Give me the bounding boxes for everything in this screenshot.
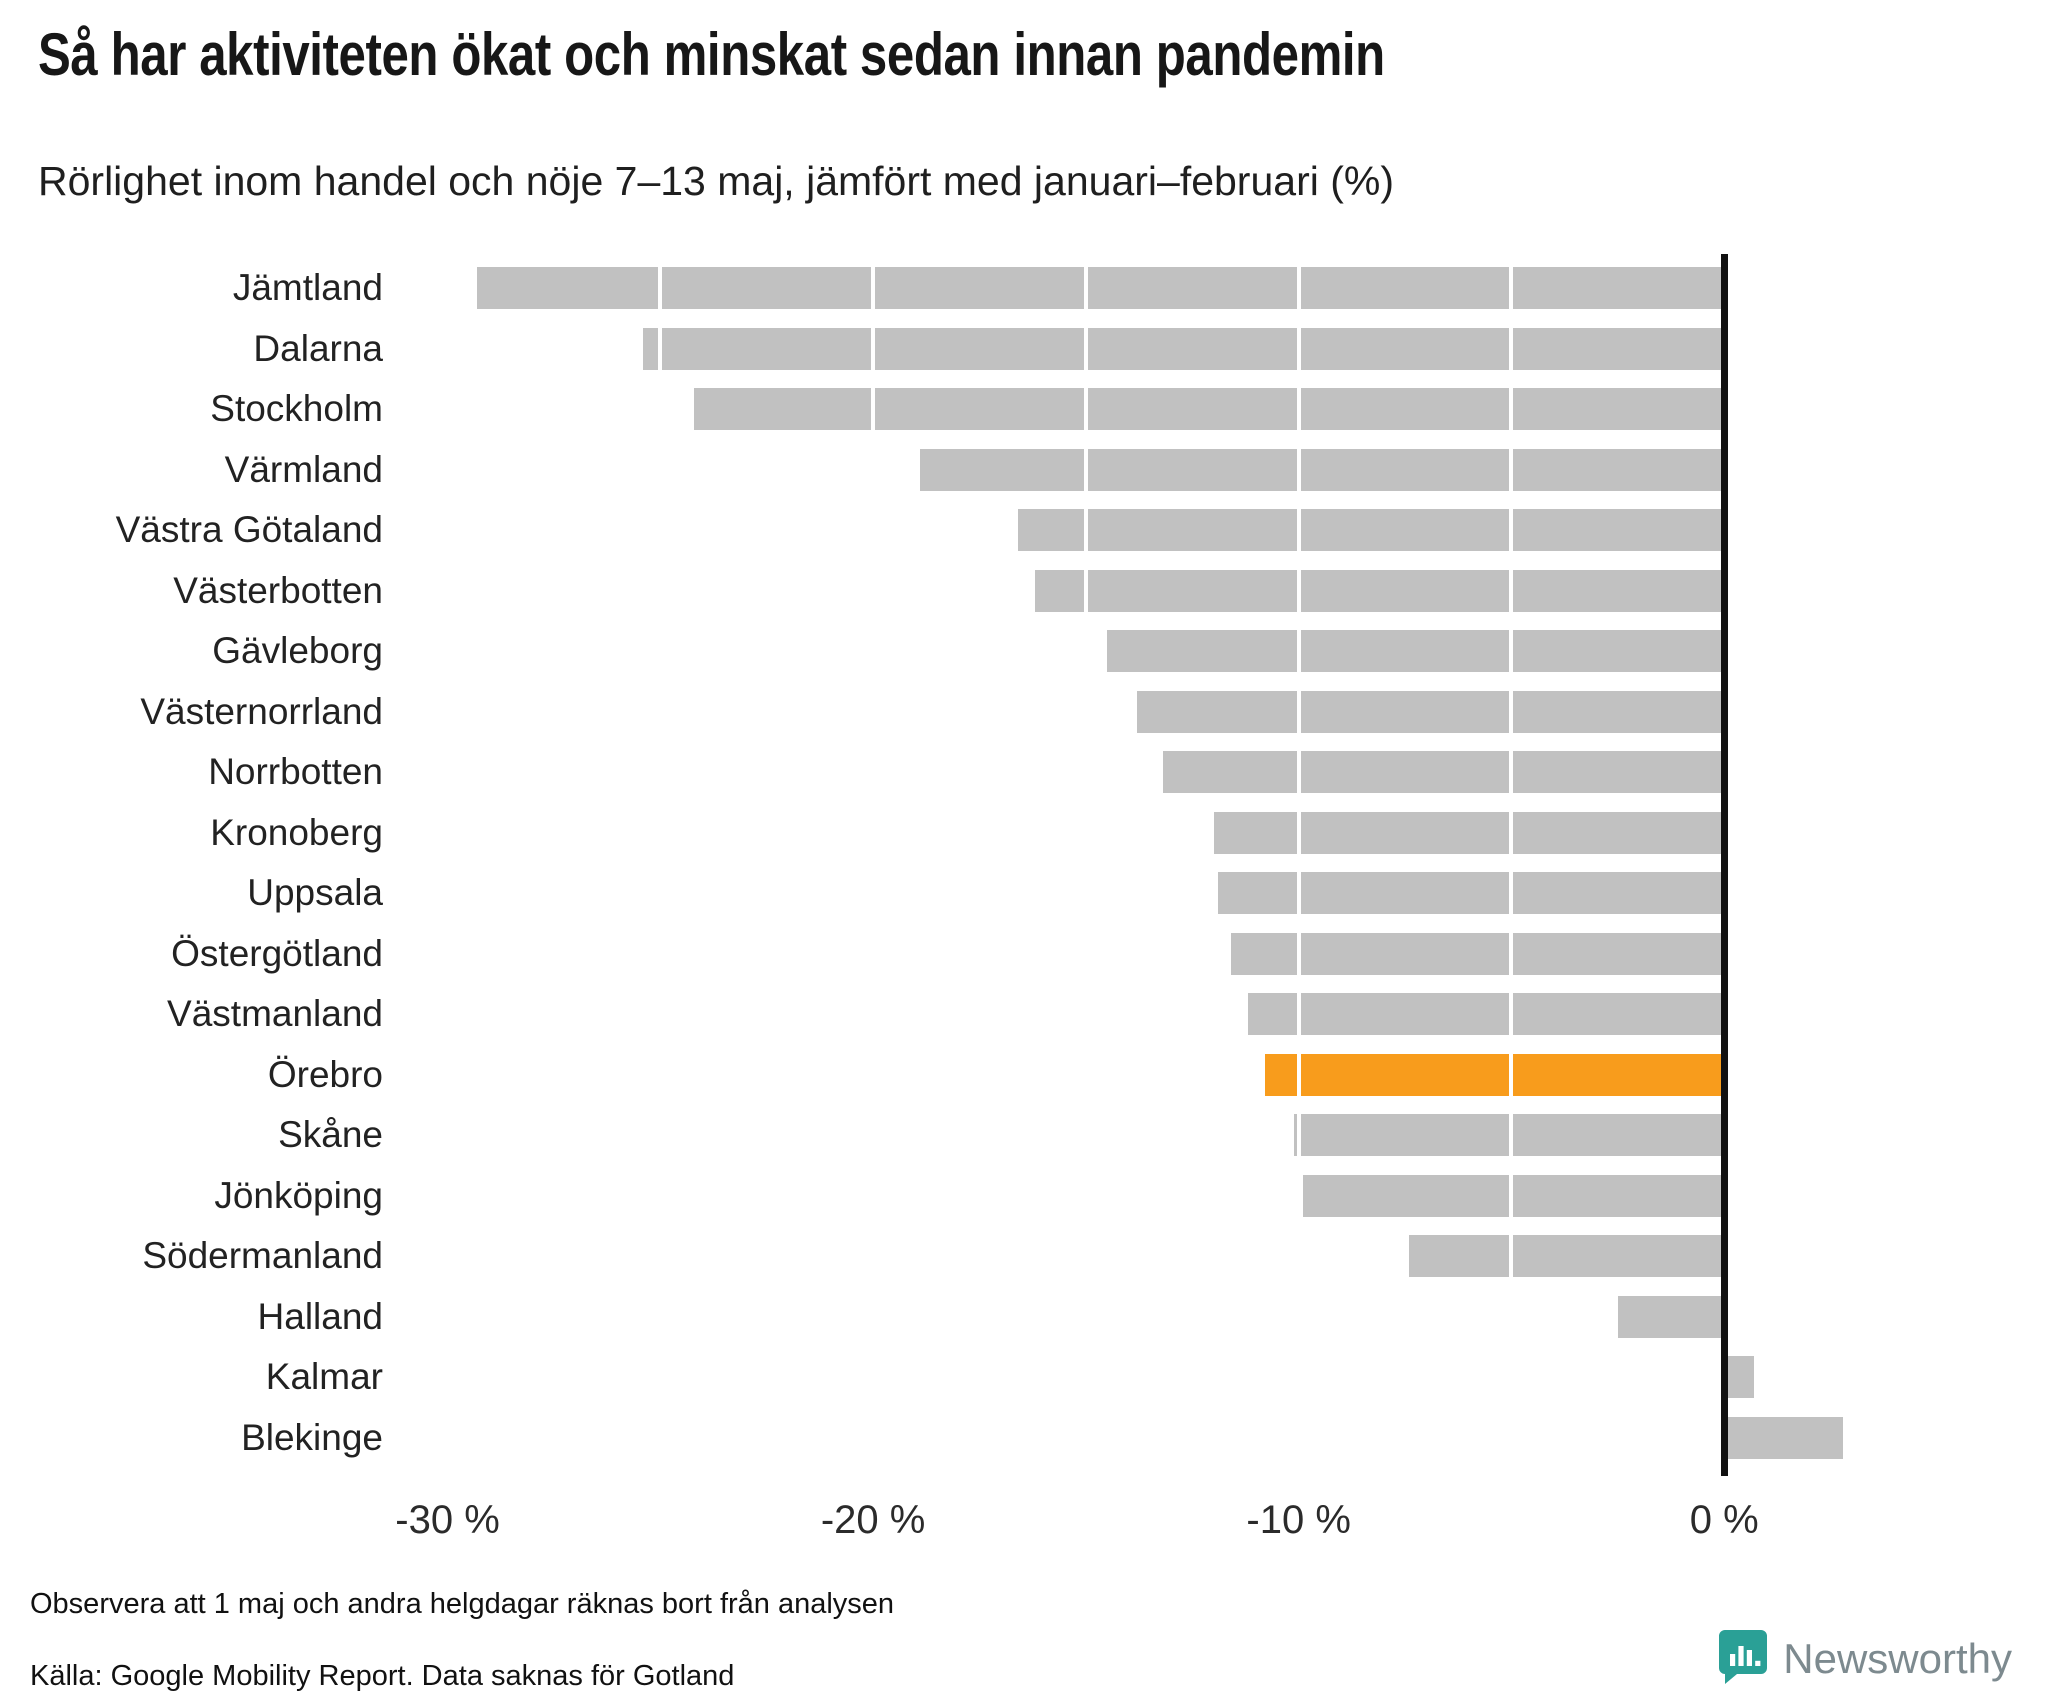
chart-rows: Jämtland Dalarna Stockholm Värmland Västra G… [0,258,1920,1468]
chart-row: Västmanland [0,984,1920,1045]
bar [1230,932,1725,975]
bar [1617,1295,1725,1338]
chart-row: Östergötland [0,924,1920,985]
bar [1217,872,1725,914]
chart-row: Jönköping [0,1166,1920,1227]
chart-row: Blekinge [0,1408,1920,1469]
chart-title: Så har aktiviteten ökat och minskat seda… [38,21,1385,88]
category-label: Västmanland [167,993,383,1035]
bar-track [405,742,1920,803]
bar [477,267,1725,309]
x-axis-ticks: -30 % -20 % -10 % 0 % [395,1490,1920,1550]
bar-track [405,1408,1920,1469]
source-note: Källa: Google Mobility Report. Data sakn… [30,1660,735,1692]
bar [1724,1416,1844,1459]
chart-subtitle: Rörlighet inom handel och nöje 7–13 maj,… [38,158,1394,204]
bar-track [405,1347,1920,1408]
chart-row: Västra Götaland [0,500,1920,561]
bar-track [405,561,1920,622]
bar [694,388,1725,430]
category-label: Uppsala [247,872,383,914]
category-label: Stockholm [210,388,383,430]
bar-track [405,1105,1920,1166]
chart-row: Västernorrland [0,682,1920,743]
x-tick-label: 0 % [1689,1498,1759,1542]
category-label: Västernorrland [140,690,383,732]
chart-row: Skåne [0,1105,1920,1166]
category-label: Halland [257,1295,383,1337]
bar-track [405,1287,1920,1348]
chart-row: Dalarna [0,319,1920,380]
bar [1213,811,1725,854]
bar [1034,569,1725,612]
bar-track [405,924,1920,985]
category-label: Örebro [267,1053,383,1095]
newsworthy-branding: Newsworthy [1717,1628,2012,1689]
chart-row: Värmland [0,440,1920,501]
bar-track [405,500,1920,561]
bar-track [405,440,1920,501]
category-label: Kronoberg [210,811,383,853]
category-label: Östergötland [171,932,383,974]
bar [1162,751,1725,793]
bar-highlighted [1264,1053,1725,1096]
chart-row: Norrbotten [0,742,1920,803]
footnote: Observera att 1 maj och andra helgdagar … [30,1588,895,1620]
bar [1294,1114,1725,1156]
bar-track [405,1226,1920,1287]
chart-row: Gävleborg [0,621,1920,682]
bar-track [405,682,1920,743]
category-label: Södermanland [142,1235,383,1277]
category-label: Blekinge [241,1416,383,1458]
chart-row: Kalmar [0,1347,1920,1408]
category-label: Gävleborg [212,630,383,672]
bar [643,327,1725,370]
bar-track [405,984,1920,1045]
newsworthy-bar-chart-icon [1717,1628,1769,1689]
chart-row: Uppsala [0,863,1920,924]
category-label: Norrbotten [208,751,383,793]
bar [1409,1235,1725,1277]
chart-row: Södermanland [0,1226,1920,1287]
bar [1107,630,1725,672]
bar [1136,690,1725,733]
bar-chart: Jämtland Dalarna Stockholm Värmland Västra G… [0,254,1920,1568]
category-label: Kalmar [265,1356,383,1398]
bar [1247,993,1725,1035]
category-label: Västra Götaland [115,509,383,551]
bar [1724,1356,1755,1398]
bar-track [405,379,1920,440]
bar-track [405,863,1920,924]
newsworthy-wordmark: Newsworthy [1783,1634,2012,1682]
bar-track [405,258,1920,319]
chart-row: Jämtland [0,258,1920,319]
bar-track [405,803,1920,864]
category-label: Västerbotten [173,569,383,611]
category-label: Värmland [224,448,383,490]
chart-row: Kronoberg [0,803,1920,864]
category-label: Dalarna [253,327,383,369]
chart-row: Västerbotten [0,561,1920,622]
bar [1302,1174,1725,1217]
bar-track [405,1045,1920,1106]
category-label: Jämtland [232,267,383,309]
category-label: Jönköping [214,1174,383,1216]
bar [1017,509,1725,551]
chart-row: Stockholm [0,379,1920,440]
bar-track [405,319,1920,380]
category-label: Skåne [278,1114,383,1156]
x-tick-label: -30 % [395,1498,500,1542]
bar [919,448,1725,491]
x-tick-label: -20 % [820,1498,926,1542]
chart-row: Halland [0,1287,1920,1348]
chart-row: Örebro [0,1045,1920,1106]
bar-track [405,1166,1920,1227]
bar-track [405,621,1920,682]
x-tick-label: -10 % [1246,1498,1351,1542]
